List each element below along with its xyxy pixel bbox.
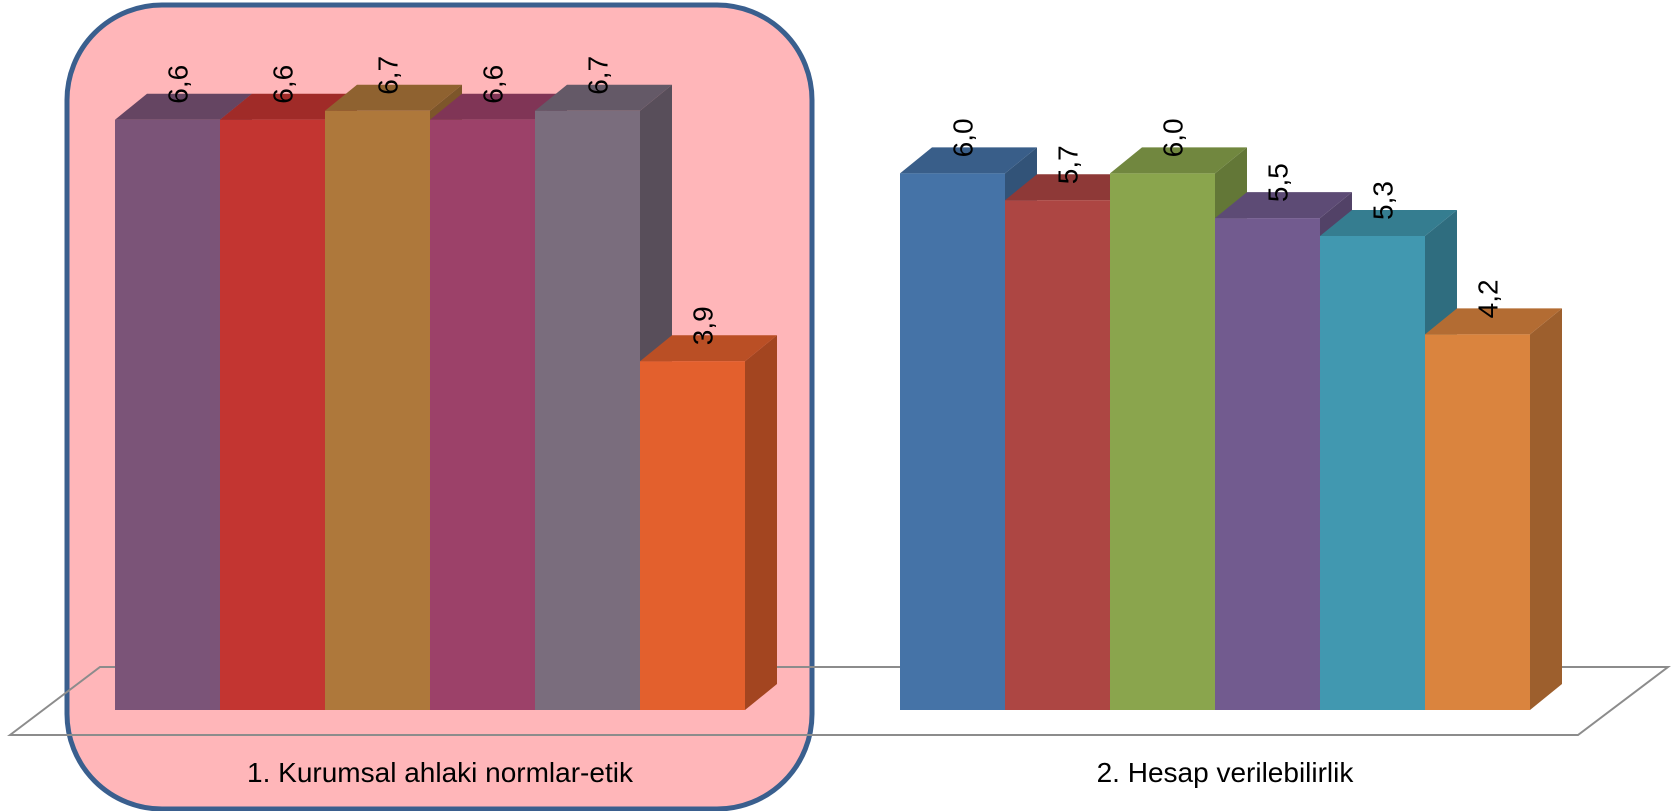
data-label: 6,6 <box>163 65 194 104</box>
labels-layer: 6,6 6,6 6,7 6,6 6,7 3,9 1. Kurumsal ahlaki nor… <box>163 56 1504 788</box>
data-label: 6,0 <box>948 118 979 157</box>
data-label: 5,7 <box>1053 145 1084 184</box>
bar-top <box>900 147 1037 174</box>
data-label: 6,0 <box>1158 118 1189 157</box>
data-label: 6,6 <box>268 65 299 104</box>
data-label: 6,6 <box>478 65 509 104</box>
bar-top <box>325 84 462 111</box>
bar-top <box>1320 209 1457 236</box>
bar-front <box>1110 173 1215 711</box>
bar-top <box>1215 192 1352 219</box>
floor-plane <box>7 666 1671 736</box>
bar-front <box>115 119 220 710</box>
bar-front <box>220 119 325 710</box>
bars-layer <box>115 84 1562 711</box>
bar-front <box>1005 200 1110 710</box>
bar-top <box>1005 174 1142 201</box>
bar-front <box>640 361 745 710</box>
data-label: 6,7 <box>373 56 404 95</box>
bar-front <box>1215 218 1320 711</box>
bar-front <box>900 173 1005 711</box>
bar-top <box>640 335 777 362</box>
bar <box>1425 308 1562 710</box>
data-label: 5,3 <box>1368 181 1399 220</box>
bar-top <box>220 93 357 120</box>
bar-front <box>1425 334 1530 710</box>
bar-top <box>1425 308 1562 335</box>
bar-front <box>535 110 640 710</box>
bar <box>640 335 777 710</box>
data-label: 3,9 <box>688 306 719 345</box>
bar-top <box>115 93 252 120</box>
data-label: 5,5 <box>1263 163 1294 202</box>
bar-front <box>1320 235 1425 711</box>
data-label: 6,7 <box>583 56 614 95</box>
bar-front <box>325 110 430 710</box>
bar-side <box>1530 308 1562 710</box>
floor-layer <box>7 666 1671 736</box>
bar-top <box>1110 147 1247 174</box>
category-label: 2. Hesap verilebilirlik <box>1097 757 1355 788</box>
bar-front <box>430 119 535 710</box>
bar-top <box>430 93 567 120</box>
bar-side <box>745 335 777 710</box>
category-label: 1. Kurumsal ahlaki normlar-etik <box>247 757 634 788</box>
bar-top <box>535 84 672 111</box>
data-label: 4,2 <box>1473 279 1504 318</box>
